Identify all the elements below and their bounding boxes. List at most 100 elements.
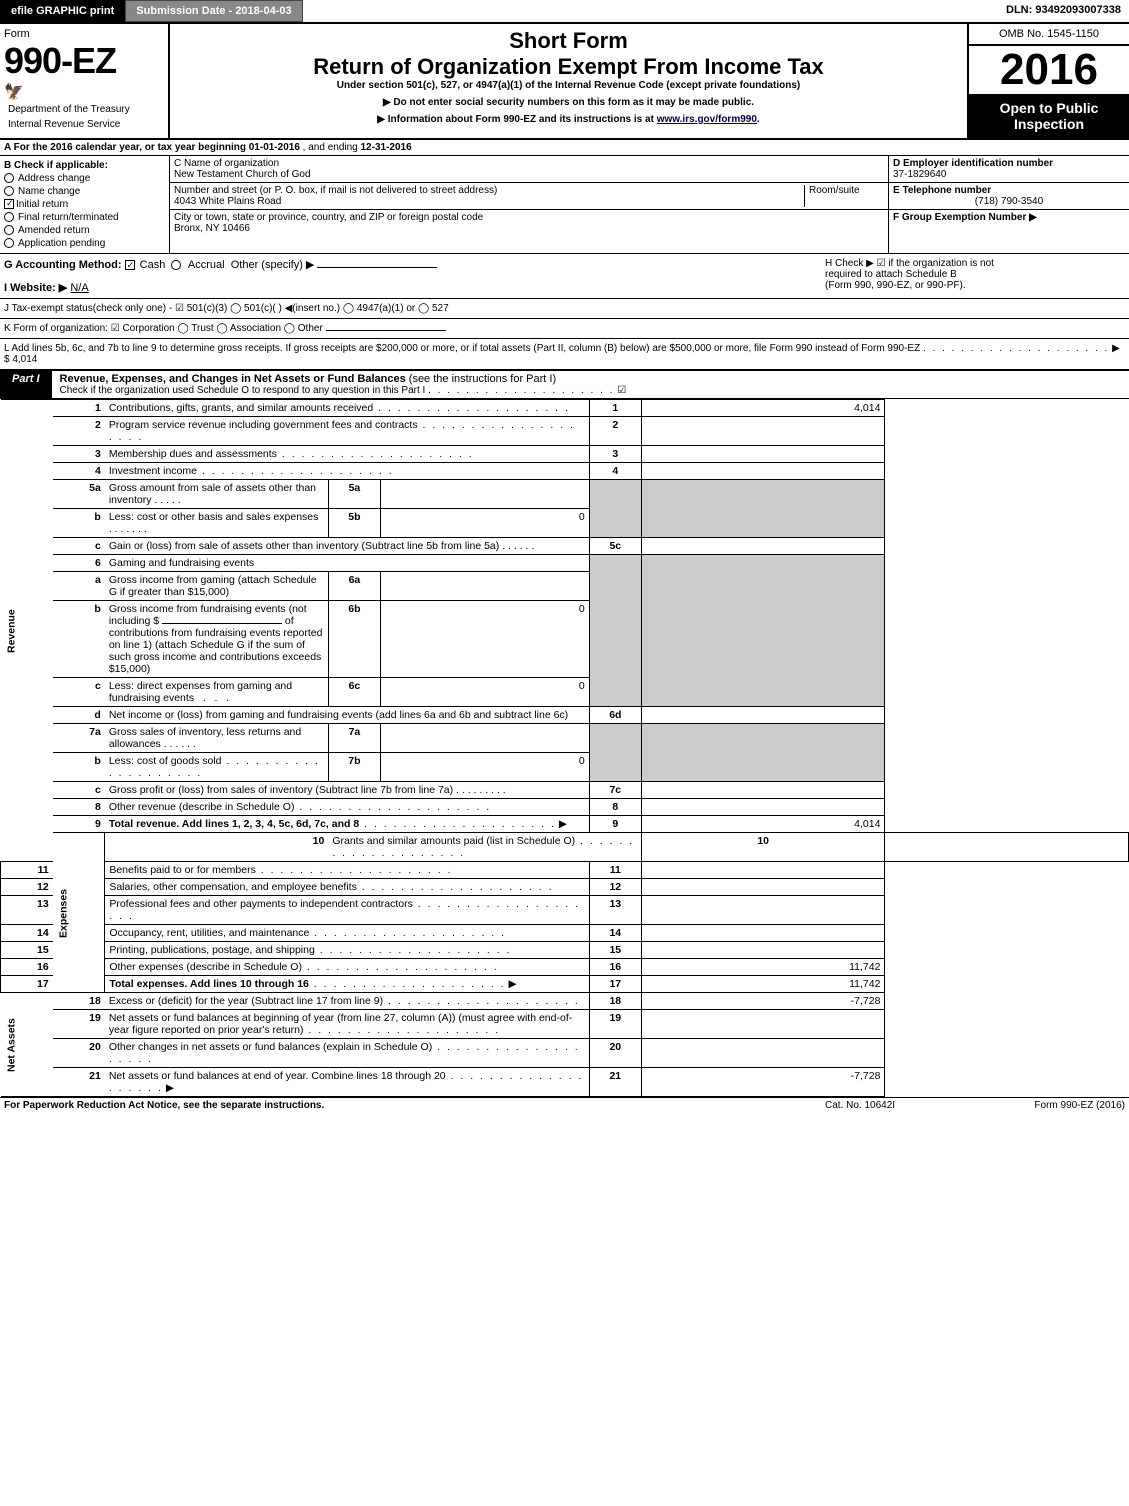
ln-14-rnum: 14 (589, 925, 641, 942)
k-text: K Form of organization: ☑ Corporation ◯ … (4, 323, 323, 334)
g-other-input[interactable] (317, 267, 437, 268)
chk-app-pending[interactable] (4, 238, 14, 248)
part-1-paren: (see the instructions for Part I) (409, 373, 556, 385)
ln-17-rnum: 17 (589, 976, 641, 993)
footer-left: For Paperwork Reduction Act Notice, see … (4, 1100, 825, 1111)
dots-icon (303, 1024, 500, 1036)
ln-21-arrow: ▶ (166, 1082, 174, 1094)
i-label: I Website: ▶ (4, 282, 67, 294)
chk-cash[interactable] (125, 260, 135, 270)
ln-15-desc: Printing, publications, postage, and shi… (109, 944, 314, 956)
part-1-check-text: Check if the organization used Schedule … (60, 385, 426, 396)
ln-6-num: 6 (53, 555, 105, 572)
k-other-input[interactable] (326, 330, 446, 331)
instr-2-post: . (757, 114, 760, 125)
row-g-h: G Accounting Method: Cash Accrual Other … (0, 254, 1129, 299)
chk-address-change[interactable] (4, 173, 14, 183)
footer-mid: Cat. No. 10642I (825, 1100, 975, 1111)
efile-print-button[interactable]: efile GRAPHIC print (0, 0, 125, 22)
ln-10-desc: Grants and similar amounts paid (list in… (332, 835, 575, 847)
irs-link[interactable]: www.irs.gov/form990 (657, 114, 757, 125)
ln-6a-ib: 6a (328, 572, 380, 601)
chk-amended[interactable] (4, 225, 14, 235)
ln-5a-num: 5a (53, 480, 105, 509)
irs-label: Internal Revenue Service (4, 117, 164, 132)
row-a-pre: A For the 2016 calendar year, or tax yea… (4, 142, 249, 153)
dots-icon (359, 818, 556, 830)
chk-initial-return[interactable] (4, 199, 14, 209)
ln-16-val: 11,742 (641, 959, 885, 976)
dots-icon (256, 864, 453, 876)
ln-6b-ib: 6b (328, 601, 380, 678)
ln-9-desc: Total revenue. Add lines 1, 2, 3, 4, 5c,… (109, 818, 359, 830)
ln-5c-num: c (53, 538, 105, 555)
b-item-5: Application pending (18, 238, 105, 249)
b-item-2: Initial return (16, 199, 68, 210)
ln-12-desc: Salaries, other compensation, and employ… (109, 881, 356, 893)
form-number: 990-EZ (4, 40, 164, 82)
ln-4-num: 4 (53, 463, 105, 480)
ln-7b-desc: Less: cost of goods sold (109, 755, 222, 767)
header-left: Form 990-EZ 🦅 Department of the Treasury… (0, 24, 170, 138)
g-other: Other (specify) ▶ (231, 259, 315, 271)
ln-6c-desc: Less: direct expenses from gaming and fu… (109, 680, 292, 704)
chk-name-change[interactable] (4, 186, 14, 196)
ln-5b-num: b (53, 509, 105, 538)
ln-5b-iv: 0 (381, 509, 590, 538)
ln-11-desc: Benefits paid to or for members (109, 864, 255, 876)
ln-6-desc: Gaming and fundraising events (105, 555, 589, 572)
ln-21-rnum: 21 (589, 1068, 641, 1097)
b-item-0: Address change (18, 173, 90, 184)
header-mid: Short Form Return of Organization Exempt… (170, 24, 969, 138)
ln-3-val (641, 446, 885, 463)
chk-accrual[interactable] (171, 260, 181, 270)
chk-final-return[interactable] (4, 212, 14, 222)
part-1-checkbox[interactable]: ☑ (617, 385, 626, 396)
ln-3-num: 3 (53, 446, 105, 463)
ln-20-desc: Other changes in net assets or fund bala… (109, 1041, 432, 1053)
row-a-mid: , and ending (303, 142, 361, 153)
ln-6b-blank[interactable] (162, 623, 282, 624)
open-to-public: Open to Public Inspection (969, 94, 1129, 138)
dept-label: Department of the Treasury (4, 102, 164, 117)
shade-cell (589, 480, 641, 538)
ln-5c-val (641, 538, 885, 555)
ln-6c-num: c (53, 678, 105, 707)
ln-2-rnum: 2 (589, 417, 641, 446)
main-title: Return of Organization Exempt From Incom… (176, 54, 961, 80)
ln-13-desc: Professional fees and other payments to … (109, 898, 413, 910)
ln-10-rnum: 10 (641, 833, 885, 862)
dots-icon (373, 402, 570, 414)
ln-20-rnum: 20 (589, 1039, 641, 1068)
ln-6d-num: d (53, 707, 105, 724)
ln-6a-num: a (53, 572, 105, 601)
ln-15-val (641, 942, 885, 959)
dots-icon (309, 927, 506, 939)
ln-20-num: 20 (53, 1039, 105, 1068)
ln-21-val: -7,728 (641, 1068, 885, 1097)
side-expenses: Expenses (53, 833, 105, 993)
ln-16-desc: Other expenses (describe in Schedule O) (109, 961, 302, 973)
row-a-end: 12-31-2016 (361, 142, 412, 153)
block-bcdef: B Check if applicable: Address change Na… (0, 156, 1129, 254)
section-def: D Employer identification number 37-1829… (889, 156, 1129, 253)
header-right: OMB No. 1545-1150 2016 Open to Public In… (969, 24, 1129, 138)
shade-cell (641, 724, 885, 782)
row-a-begin: 01-01-2016 (249, 142, 300, 153)
ln-7c-desc: Gross profit or (loss) from sales of inv… (109, 784, 453, 796)
shade-cell (589, 555, 641, 707)
ln-5a-ib: 5a (328, 480, 380, 509)
ln-1-val: 4,014 (641, 400, 885, 417)
form-word: Form (4, 28, 164, 40)
ln-15-rnum: 15 (589, 942, 641, 959)
ln-6d-val (641, 707, 885, 724)
ln-7b-num: b (53, 753, 105, 782)
ln-16-num: 16 (1, 959, 53, 976)
ln-5c-rnum: 5c (589, 538, 641, 555)
g-accrual: Accrual (188, 259, 225, 271)
subtitle: Under section 501(c), 527, or 4947(a)(1)… (176, 80, 961, 91)
ln-8-val (641, 799, 885, 816)
shade-cell (589, 724, 641, 782)
ln-20-val (641, 1039, 885, 1068)
b-item-3: Final return/terminated (18, 212, 119, 223)
